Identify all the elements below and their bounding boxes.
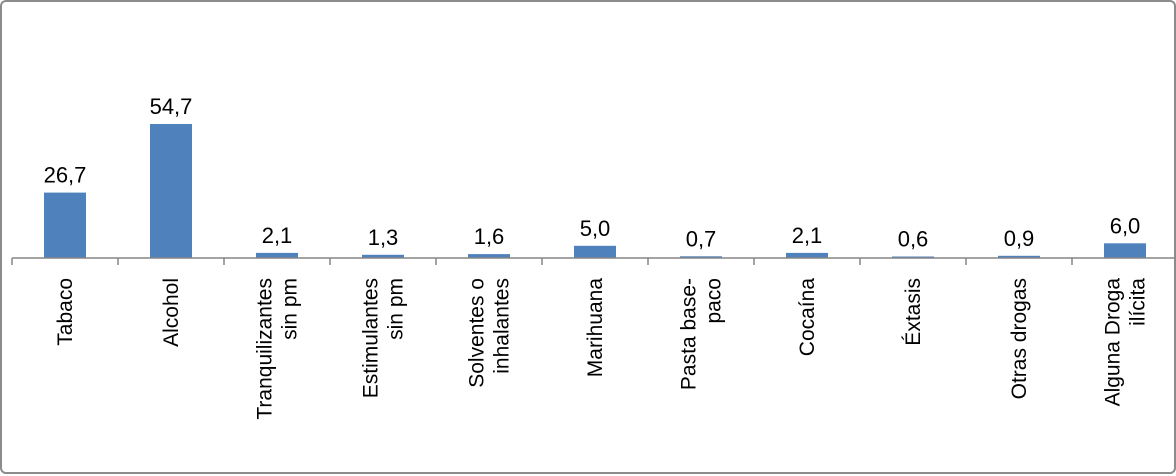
value-label-10: 6,0: [1110, 213, 1141, 238]
category-label-8: Éxtasis: [902, 278, 925, 346]
bar-7: [786, 252, 828, 258]
bar-9: [998, 255, 1040, 258]
category-label-6: Pasta base-paco: [678, 278, 726, 390]
category-label-1-line-0: Alcohol: [160, 278, 183, 347]
category-label-7-line-0: Cocaína: [796, 278, 819, 357]
category-label-4: Solventes o inhalantes: [466, 278, 514, 388]
value-label-7: 2,1: [792, 223, 823, 248]
value-label-1: 54,7: [150, 94, 193, 119]
category-label-9: Otras drogas: [1008, 278, 1031, 399]
bar-5: [574, 245, 616, 259]
value-label-4: 1,6: [474, 224, 505, 249]
x-axis: [11, 257, 1176, 265]
category-label-0-line-0: Tabaco: [54, 278, 77, 346]
value-label-8: 0,6: [898, 227, 929, 252]
category-label-10-line-0: Alguna Droga: [1102, 278, 1125, 407]
category-label-8-line-0: Éxtasis: [902, 278, 925, 346]
category-label-5-line-0: Marihuana: [584, 278, 607, 378]
category-labels: Tabaco Alcohol Tranquilizantes sin pm Estimu…: [54, 278, 1150, 420]
bars-layer: [44, 124, 1146, 259]
category-label-1: Alcohol: [160, 278, 183, 347]
category-label-6-line-0: Pasta base-: [678, 278, 701, 390]
category-label-9-line-0: Otras drogas: [1008, 278, 1031, 399]
category-label-4-line-0: Solventes o: [466, 278, 489, 388]
bar-2: [256, 252, 298, 258]
category-label-3-line-1: sin pm: [385, 278, 408, 340]
category-label-10-line-1: ilícita: [1127, 278, 1150, 326]
category-label-0: Tabaco: [54, 278, 77, 346]
bar-0: [44, 192, 86, 258]
category-label-10: Alguna Droga ilícita: [1102, 278, 1150, 407]
value-label-5: 5,0: [580, 216, 611, 241]
category-label-3: Estimulantes sin pm: [360, 278, 408, 398]
data-labels: 26,7 54,7 2,1 1,3 1,6 5,0 0,7 2,1 0,6 0,9 6,0: [44, 94, 1141, 252]
category-label-2: Tranquilizantes sin pm: [254, 278, 302, 420]
bar-6: [680, 256, 722, 258]
bar-3: [362, 254, 404, 258]
category-label-2-line-1: sin pm: [279, 278, 302, 340]
bar-4: [468, 254, 510, 258]
category-label-6-line-1: paco: [703, 278, 726, 324]
category-label-7: Cocaína: [796, 278, 819, 357]
value-label-3: 1,3: [368, 225, 399, 250]
category-label-5: Marihuana: [584, 278, 607, 378]
category-label-2-line-0: Tranquilizantes: [254, 278, 277, 420]
bar-10: [1104, 243, 1146, 258]
value-label-6: 0,7: [686, 226, 717, 251]
value-label-0: 26,7: [44, 163, 87, 188]
value-label-9: 0,9: [1004, 226, 1035, 251]
category-label-3-line-0: Estimulantes: [360, 278, 383, 398]
value-label-2: 2,1: [262, 223, 293, 248]
category-label-4-line-1: inhalantes: [491, 278, 514, 374]
bar-1: [150, 124, 192, 258]
